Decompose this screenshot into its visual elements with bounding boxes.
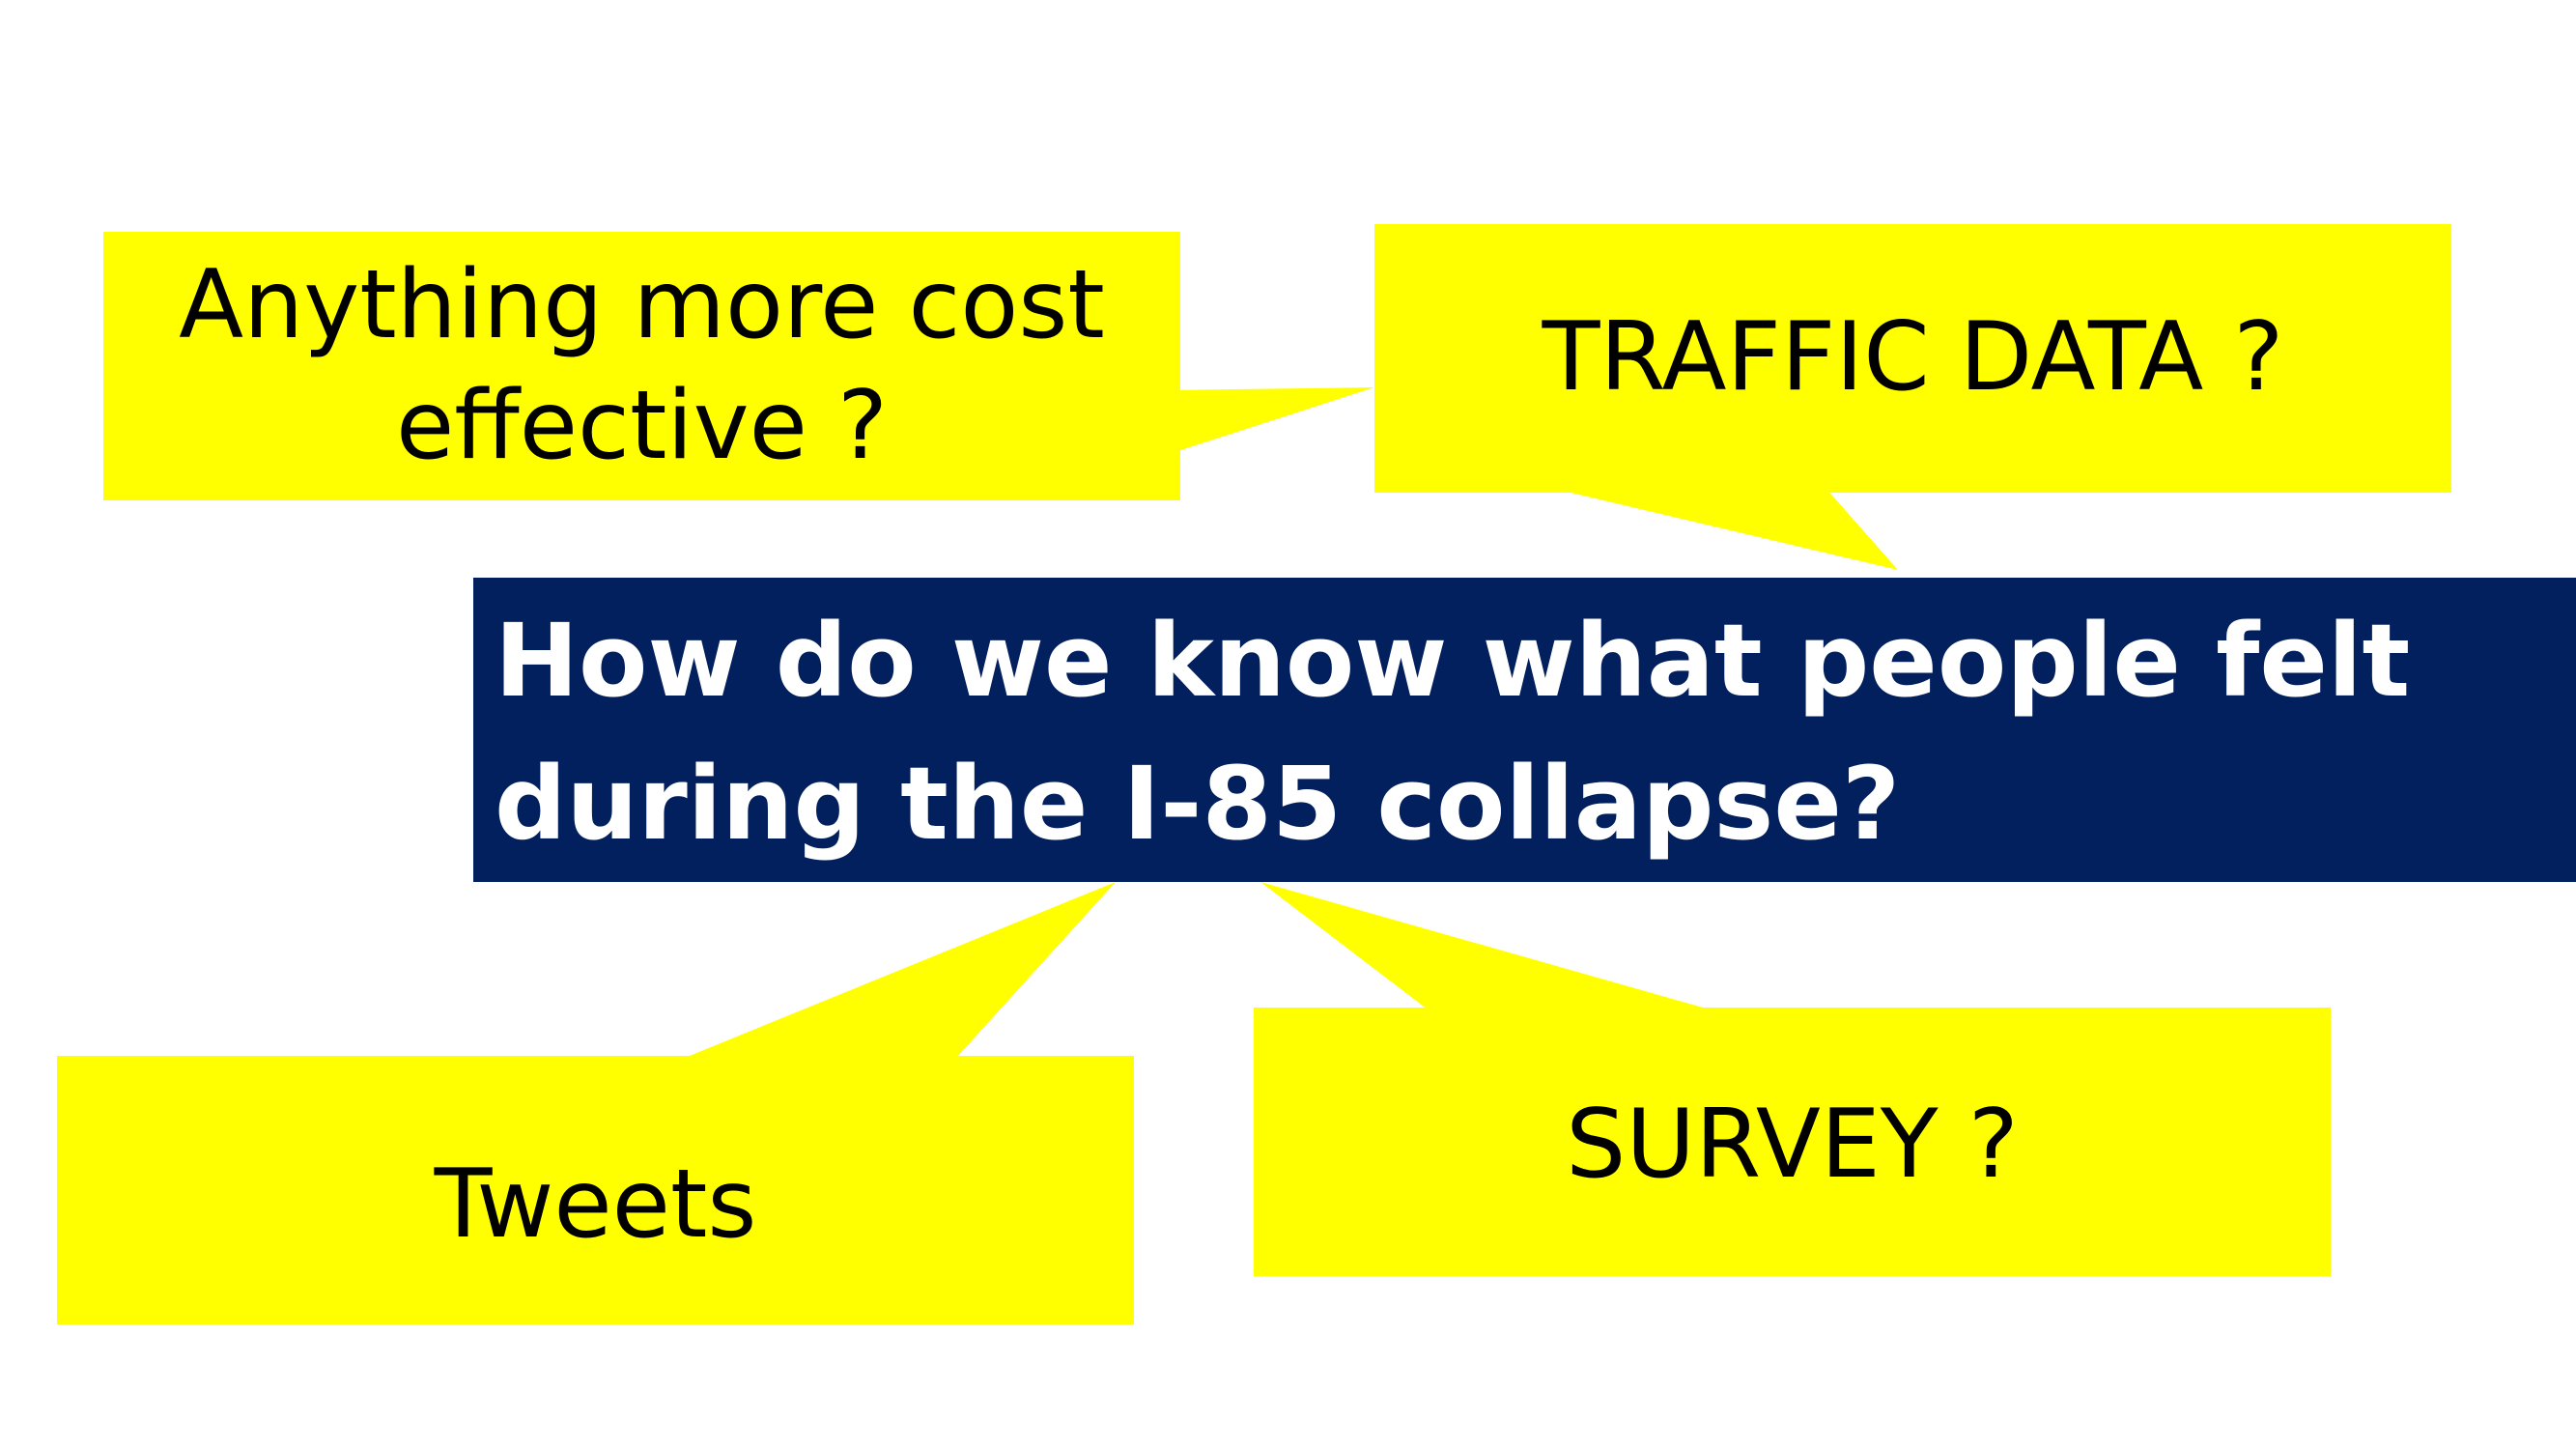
tweets-callout-pointer xyxy=(685,882,1116,1058)
tweets-text: Tweets xyxy=(434,1150,757,1260)
survey-callout: SURVEY ? xyxy=(1254,1008,2331,1276)
traffic-data-callout: TRAFFIC DATA ? xyxy=(1374,224,2451,493)
cost-callout-pointer xyxy=(1169,387,1374,454)
traffic-data-text: TRAFFIC DATA ? xyxy=(1542,302,2284,413)
cost-effective-text: Anything more cost effective ? xyxy=(179,249,1105,481)
survey-text: SURVEY ? xyxy=(1566,1090,2019,1200)
tweets-callout: Tweets xyxy=(57,1056,1134,1324)
central-question-text: How do we know what people felt during t… xyxy=(495,601,2411,863)
survey-callout-pointer xyxy=(1260,882,1710,1009)
traffic-callout-pointer xyxy=(1550,488,1898,570)
cost-effective-callout: Anything more cost effective ? xyxy=(103,232,1180,500)
central-question-box: How do we know what people felt during t… xyxy=(473,578,2576,882)
